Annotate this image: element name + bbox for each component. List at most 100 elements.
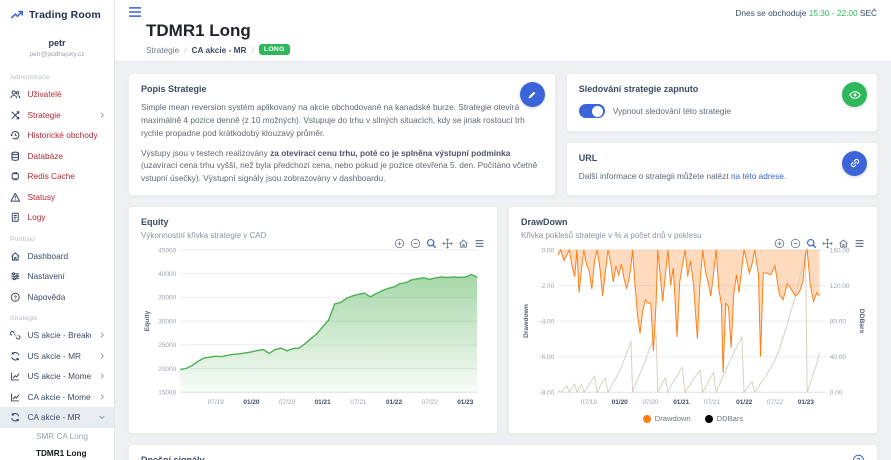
svg-text:40000: 40000 <box>158 271 176 278</box>
sidebar-item-label: Historické obchody <box>27 130 98 141</box>
settings-icon <box>10 271 21 282</box>
sidebar-item-us-akcie-mr[interactable]: US akcie - MR <box>0 346 114 367</box>
legend-marker <box>642 414 651 423</box>
nav-section-header-administrace: Administrace <box>10 74 50 81</box>
svg-text:120.00: 120.00 <box>830 283 850 290</box>
sidebar-item-label: US akcie - Momentum <box>27 371 92 382</box>
user-name: petr <box>48 38 66 48</box>
svg-text:01/23: 01/23 <box>798 399 814 406</box>
watch-toggle-label: Vypnout sledování této strategie <box>612 106 731 116</box>
svg-text:07/21: 07/21 <box>704 399 720 406</box>
strategy-icon <box>10 110 21 121</box>
svg-text:15000: 15000 <box>158 390 176 397</box>
equity-chart[interactable]: 45000 40000 35000 30000 25000 20000 15000 07/19… <box>141 242 485 412</box>
brand-name: Trading Room <box>29 9 101 21</box>
watch-toggle[interactable] <box>578 104 605 118</box>
svg-text:01/22: 01/22 <box>386 399 402 406</box>
strategy-url-link[interactable]: na této adrese. <box>730 170 787 181</box>
svg-text:07/21: 07/21 <box>350 399 366 406</box>
breadcrumb-separator: / <box>184 44 187 55</box>
sidebar-item-us-akcie-momentum[interactable]: US akcie - Momentum <box>0 366 114 387</box>
edit-description-button[interactable] <box>519 82 545 107</box>
menu-icon[interactable] <box>474 238 485 249</box>
chart-toolbar <box>774 238 865 249</box>
url-link-button[interactable] <box>842 150 867 176</box>
sidebar-item-us-akcie-breakout[interactable]: US akcie - Breakout <box>0 325 114 346</box>
sidebar-item-label: CA akcie - MR <box>27 412 81 423</box>
selection-zoom-icon[interactable] <box>806 238 817 249</box>
sidebar-item-label: Logy <box>27 212 46 223</box>
sidebar-item-u-ivatel[interactable]: Uživatelé <box>0 84 114 105</box>
sidebar-item-ca-akcie-momentum[interactable]: CA akcie - Momentum <box>0 387 114 408</box>
svg-text:DDBars: DDBars <box>858 309 865 334</box>
refresh-icon <box>10 412 21 423</box>
content: Popis Strategie Simple mean reversion sy… <box>115 62 891 460</box>
watch-strategy-button[interactable] <box>842 82 867 107</box>
svg-text:-6.00: -6.00 <box>540 354 555 361</box>
sidebar-subitem-tdmr1-long[interactable]: TDMR1 Long <box>36 448 87 458</box>
svg-text:07/19: 07/19 <box>581 399 597 406</box>
legend-item-drawdown[interactable]: Drawdown <box>642 414 691 423</box>
home-icon[interactable] <box>838 238 849 249</box>
sidebar-item-n-pov-da[interactable]: ? Nápověda <box>0 287 114 308</box>
svg-text:01/20: 01/20 <box>612 399 628 406</box>
chart-legend: Drawdown DDBars <box>521 414 865 423</box>
breadcrumb: Strategie / CA akcie - MR / LONG <box>146 44 877 55</box>
sidebar-item-label: Nápověda <box>27 291 66 302</box>
warning-icon <box>10 192 21 203</box>
hamburger-menu-button[interactable] <box>128 6 142 18</box>
breakout-icon <box>10 330 21 341</box>
sidebar-item-strategie[interactable]: Strategie <box>0 105 114 126</box>
sidebar-item-dashboard[interactable]: Dashboard <box>0 246 114 267</box>
pan-icon[interactable] <box>822 238 833 249</box>
zoom-in-icon[interactable] <box>394 238 405 249</box>
chevron-right-icon <box>98 111 106 119</box>
svg-text:01/23: 01/23 <box>457 399 473 406</box>
svg-text:?: ? <box>14 295 18 301</box>
strategy-description-card: Popis Strategie Simple mean reversion sy… <box>128 73 556 197</box>
drawdown-chart[interactable]: 0.00 -2.00 -4.00 -6.00 -8.00 160.00 120.00 80.0… <box>521 242 865 412</box>
zoom-out-icon[interactable] <box>410 238 421 249</box>
momentum-icon <box>10 371 21 382</box>
sidebar-item-logy[interactable]: Logy <box>0 207 114 228</box>
zoom-out-icon[interactable] <box>790 238 801 249</box>
chart-toolbar <box>394 238 485 249</box>
svg-text:45000: 45000 <box>158 247 176 254</box>
brand[interactable]: Trading Room <box>0 0 114 26</box>
svg-text:40.00: 40.00 <box>830 354 846 361</box>
home-icon <box>10 251 21 262</box>
chart-subtitle: Křivka poklesů strategie v % a počet dnů… <box>521 231 702 241</box>
sidebar-item-ca-akcie-mr[interactable]: CA akcie - MR <box>0 407 114 428</box>
user-block: petr petr@podhajsky.cz <box>0 26 114 66</box>
sidebar-item-historick-obchody[interactable]: Historické obchody <box>0 125 114 146</box>
card-title: Dnešní signály <box>141 455 865 460</box>
main: Dnes se obchoduje 15:30 - 22:00 SEČ TDMR… <box>115 0 891 460</box>
topbar: Dnes se obchoduje 15:30 - 22:00 SEČ TDMR… <box>115 0 891 62</box>
home-icon[interactable] <box>458 238 469 249</box>
sidebar-subitem-smr-ca-long[interactable]: SMR CA Long <box>36 431 88 441</box>
sidebar-item-nastaven[interactable]: Nastavení <box>0 266 114 287</box>
url-card: URL Další informace o strategii můžete n… <box>565 141 878 197</box>
sidebar-item-statusy[interactable]: Statusy <box>0 187 114 208</box>
legend-item-ddbars[interactable]: DDBars <box>704 414 743 423</box>
pan-icon[interactable] <box>442 238 453 249</box>
breadcrumb-link-strategie[interactable]: Strategie <box>146 44 180 55</box>
chart-title: Equity <box>141 217 169 228</box>
sidebar-item-label: CA akcie - Momentum <box>27 391 92 402</box>
memory-icon <box>10 171 21 182</box>
svg-text:-8.00: -8.00 <box>540 390 555 397</box>
help-icon: ? <box>10 292 21 303</box>
svg-text:30000: 30000 <box>158 319 176 326</box>
menu-icon[interactable] <box>854 238 865 249</box>
zoom-in-icon[interactable] <box>774 238 785 249</box>
help-icon[interactable]: ? <box>852 454 865 460</box>
sidebar-item-redis-cache[interactable]: Redis Cache <box>0 166 114 187</box>
svg-text:01/21: 01/21 <box>315 399 331 406</box>
svg-text:01/20: 01/20 <box>243 399 259 406</box>
nav-section-header-strategie: Strategie <box>10 315 38 322</box>
selection-zoom-icon[interactable] <box>426 238 437 249</box>
legend-marker <box>704 414 713 423</box>
sidebar-item-datab-ze[interactable]: Databáze <box>0 146 114 167</box>
sidebar-item-label: Databáze <box>27 150 64 161</box>
